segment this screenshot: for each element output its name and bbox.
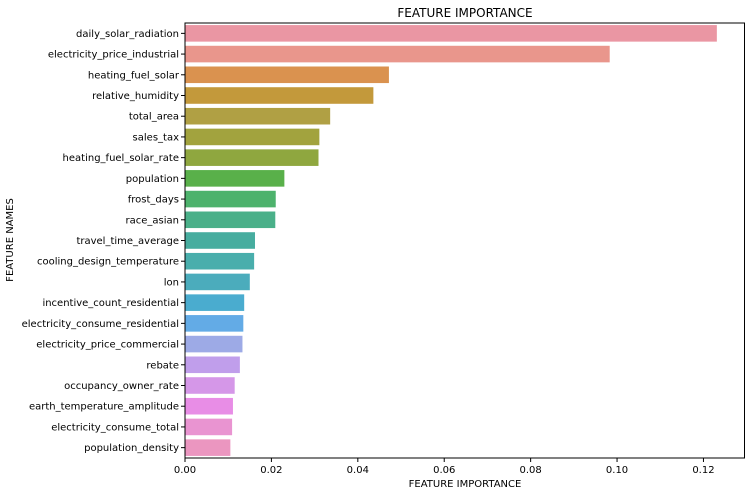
y-tick-label: travel_time_average [76, 236, 179, 247]
y-tick-label: rebate [146, 360, 179, 371]
y-tick-label: daily_solar_radiation [76, 29, 179, 40]
bar-electricity_price_industrial [185, 45, 610, 63]
bar-heating_fuel_solar [185, 66, 389, 84]
y-tick-label: electricity_consume_residential [22, 319, 179, 330]
bar-cooling_design_temperature [185, 252, 255, 270]
y-tick-label: electricity_price_industrial [48, 50, 179, 61]
y-tick-label: electricity_consume_total [51, 422, 179, 433]
y-tick-label: electricity_price_commercial [36, 340, 179, 351]
bar-race_asian [185, 211, 276, 229]
y-tick-label: incentive_count_residential [42, 298, 179, 309]
y-tick-label: relative_humidity [92, 91, 179, 102]
y-tick-label: heating_fuel_solar_rate [63, 153, 179, 164]
y-tick-label: frost_days [128, 195, 179, 206]
y-tick-label: race_asian [126, 215, 179, 226]
bar-daily_solar_radiation [185, 25, 717, 42]
x-tick-label: 0.12 [692, 465, 714, 476]
x-tick-label: 0.10 [606, 465, 628, 476]
bars-group [185, 25, 717, 456]
y-tick-label: lon [164, 277, 179, 288]
y-tick-label: occupancy_owner_rate [64, 381, 179, 392]
bar-electricity_consume_total [185, 418, 233, 436]
bar-population [185, 170, 285, 187]
y-tick-label: earth_temperature_amplitude [29, 402, 179, 413]
x-tick-label: 0.04 [347, 465, 369, 476]
y-tick-label: population [126, 174, 179, 185]
bar-lon [185, 273, 250, 291]
bar-electricity_consume_residential [185, 315, 244, 332]
x-tick-label: 0.06 [433, 465, 455, 476]
y-tick-label: cooling_design_temperature [37, 257, 179, 268]
bar-rebate [185, 356, 240, 374]
bar-population_density [185, 439, 231, 456]
x-tick-label: 0.00 [174, 465, 196, 476]
y-tick-labels: daily_solar_radiation electricity_price_i… [22, 29, 185, 454]
bar-electricity_price_commercial [185, 335, 243, 353]
x-tick-label: 0.08 [520, 465, 542, 476]
plot-frame [184, 22, 745, 459]
bar-sales_tax [185, 128, 320, 146]
bar-relative_humidity [185, 87, 374, 104]
x-ticks: 0.00 0.02 0.04 0.06 0.08 0.10 0.12 [174, 458, 715, 476]
bar-heating_fuel_solar_rate [185, 149, 319, 166]
y-tick-label: sales_tax [133, 132, 180, 143]
x-tick-label: 0.02 [260, 465, 282, 476]
chart-title: FEATURE IMPORTANCE [397, 6, 532, 20]
y-axis-label: FEATURE NAMES [5, 198, 16, 282]
x-axis-label: FEATURE IMPORTANCE [409, 479, 522, 490]
y-tick-label: total_area [129, 112, 179, 123]
bar-occupancy_owner_rate [185, 377, 235, 394]
bar-total_area [185, 107, 331, 125]
bar-earth_temperature_amplitude [185, 397, 233, 415]
bar-travel_time_average [185, 232, 255, 249]
y-tick-label: heating_fuel_solar [88, 70, 180, 81]
bar-incentive_count_residential [185, 294, 245, 311]
bar-frost_days [185, 190, 276, 208]
y-tick-label: population_density [84, 443, 179, 454]
